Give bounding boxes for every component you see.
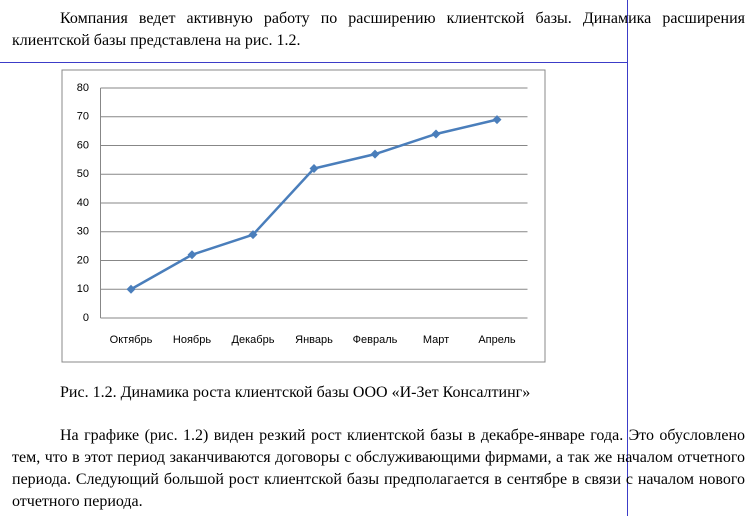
y-tick-label: 30 (77, 226, 89, 238)
marker (492, 115, 502, 125)
frame-line (627, 0, 628, 516)
y-tick-label: 80 (77, 82, 89, 94)
y-tick-label: 0 (83, 312, 89, 324)
paragraph: Компания ведет активную работу по расшир… (12, 10, 745, 49)
y-tick-label: 10 (77, 283, 89, 295)
x-tick-label: Март (423, 334, 449, 346)
y-tick-label: 50 (77, 168, 89, 180)
marker (431, 129, 441, 139)
marker (370, 149, 380, 159)
marker (248, 230, 258, 240)
x-tick-label: Ноябрь (173, 334, 211, 346)
x-tick-label: Декабрь (232, 334, 275, 346)
y-tick-label: 20 (77, 254, 89, 266)
y-tick-label: 60 (77, 139, 89, 151)
marker (309, 164, 319, 173)
marker (126, 284, 136, 294)
y-tick-label: 40 (77, 197, 89, 209)
caption: Рис. 1.2. Динамика роста клиентской базы… (60, 384, 531, 401)
paragraph: На графике (рис. 1.2) виден резкий рост … (12, 427, 745, 510)
x-tick-label: Февраль (353, 334, 398, 346)
x-tick-label: Октябрь (110, 334, 153, 346)
x-tick-label: Апрель (478, 334, 516, 346)
y-tick-label: 70 (77, 111, 89, 123)
frame-line (0, 62, 627, 63)
x-tick-label: Январь (295, 334, 333, 346)
marker (187, 250, 197, 260)
chart-frame (61, 69, 546, 363)
